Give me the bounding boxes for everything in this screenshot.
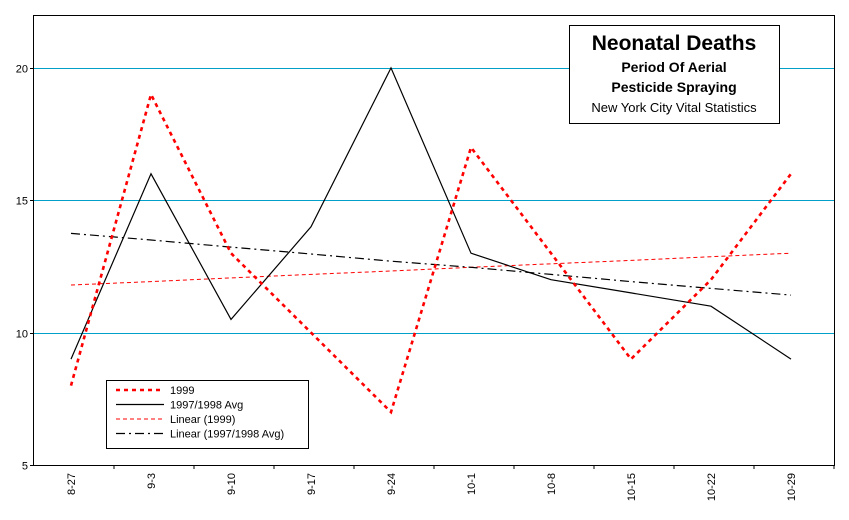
title-box-frame xyxy=(569,25,780,124)
chart-subtitle-line-2: Pesticide Spraying xyxy=(611,79,736,95)
legend-label-3: Linear (1997/1998 Avg) xyxy=(170,429,284,441)
x-axis-ticks: 8-27 9-3 9-10 9-17 9-24 10-1 10-8 10-15 10-22 10-… xyxy=(66,465,835,501)
x-tick-label: 10-22 xyxy=(706,473,718,501)
x-tick-label: 10-1 xyxy=(466,473,478,495)
chart-source: New York City Vital Statistics xyxy=(591,100,757,115)
x-tick-label: 10-8 xyxy=(546,473,558,495)
x-tick-label: 9-17 xyxy=(306,473,318,495)
y-tick-label: 5 xyxy=(22,461,28,473)
chart-title: Neonatal Deaths xyxy=(592,32,757,55)
x-tick-label: 10-29 xyxy=(786,473,798,501)
x-tick-label: 9-24 xyxy=(386,473,398,495)
series-lines xyxy=(69,66,793,415)
x-tick-label: 8-27 xyxy=(66,473,78,495)
y-tick-label: 15 xyxy=(16,196,28,208)
legend: 1999 1997/1998 Avg Linear (1999) Linear (19… xyxy=(106,380,309,449)
legend-label-1: 1997/1998 Avg xyxy=(170,400,243,412)
y-tick-label: 20 xyxy=(16,64,28,76)
series-line-3 xyxy=(70,232,792,296)
series-line-1 xyxy=(70,66,792,360)
series-line-0 xyxy=(69,90,793,415)
x-tick-label: 9-3 xyxy=(146,473,158,489)
series-line-2 xyxy=(70,252,792,286)
y-axis-ticks: 5 10 15 20 xyxy=(16,64,34,473)
x-tick-label: 9-10 xyxy=(226,473,238,495)
x-tick-label: 10-15 xyxy=(626,473,638,501)
chart-subtitle-line-1: Period Of Aerial xyxy=(621,59,726,75)
y-tick-label: 10 xyxy=(16,329,28,341)
legend-frame xyxy=(106,380,309,449)
title-box: Neonatal Deaths Period Of Aerial Pestici… xyxy=(569,25,780,124)
legend-label-2: Linear (1999) xyxy=(170,414,235,426)
legend-label-0: 1999 xyxy=(170,385,194,397)
